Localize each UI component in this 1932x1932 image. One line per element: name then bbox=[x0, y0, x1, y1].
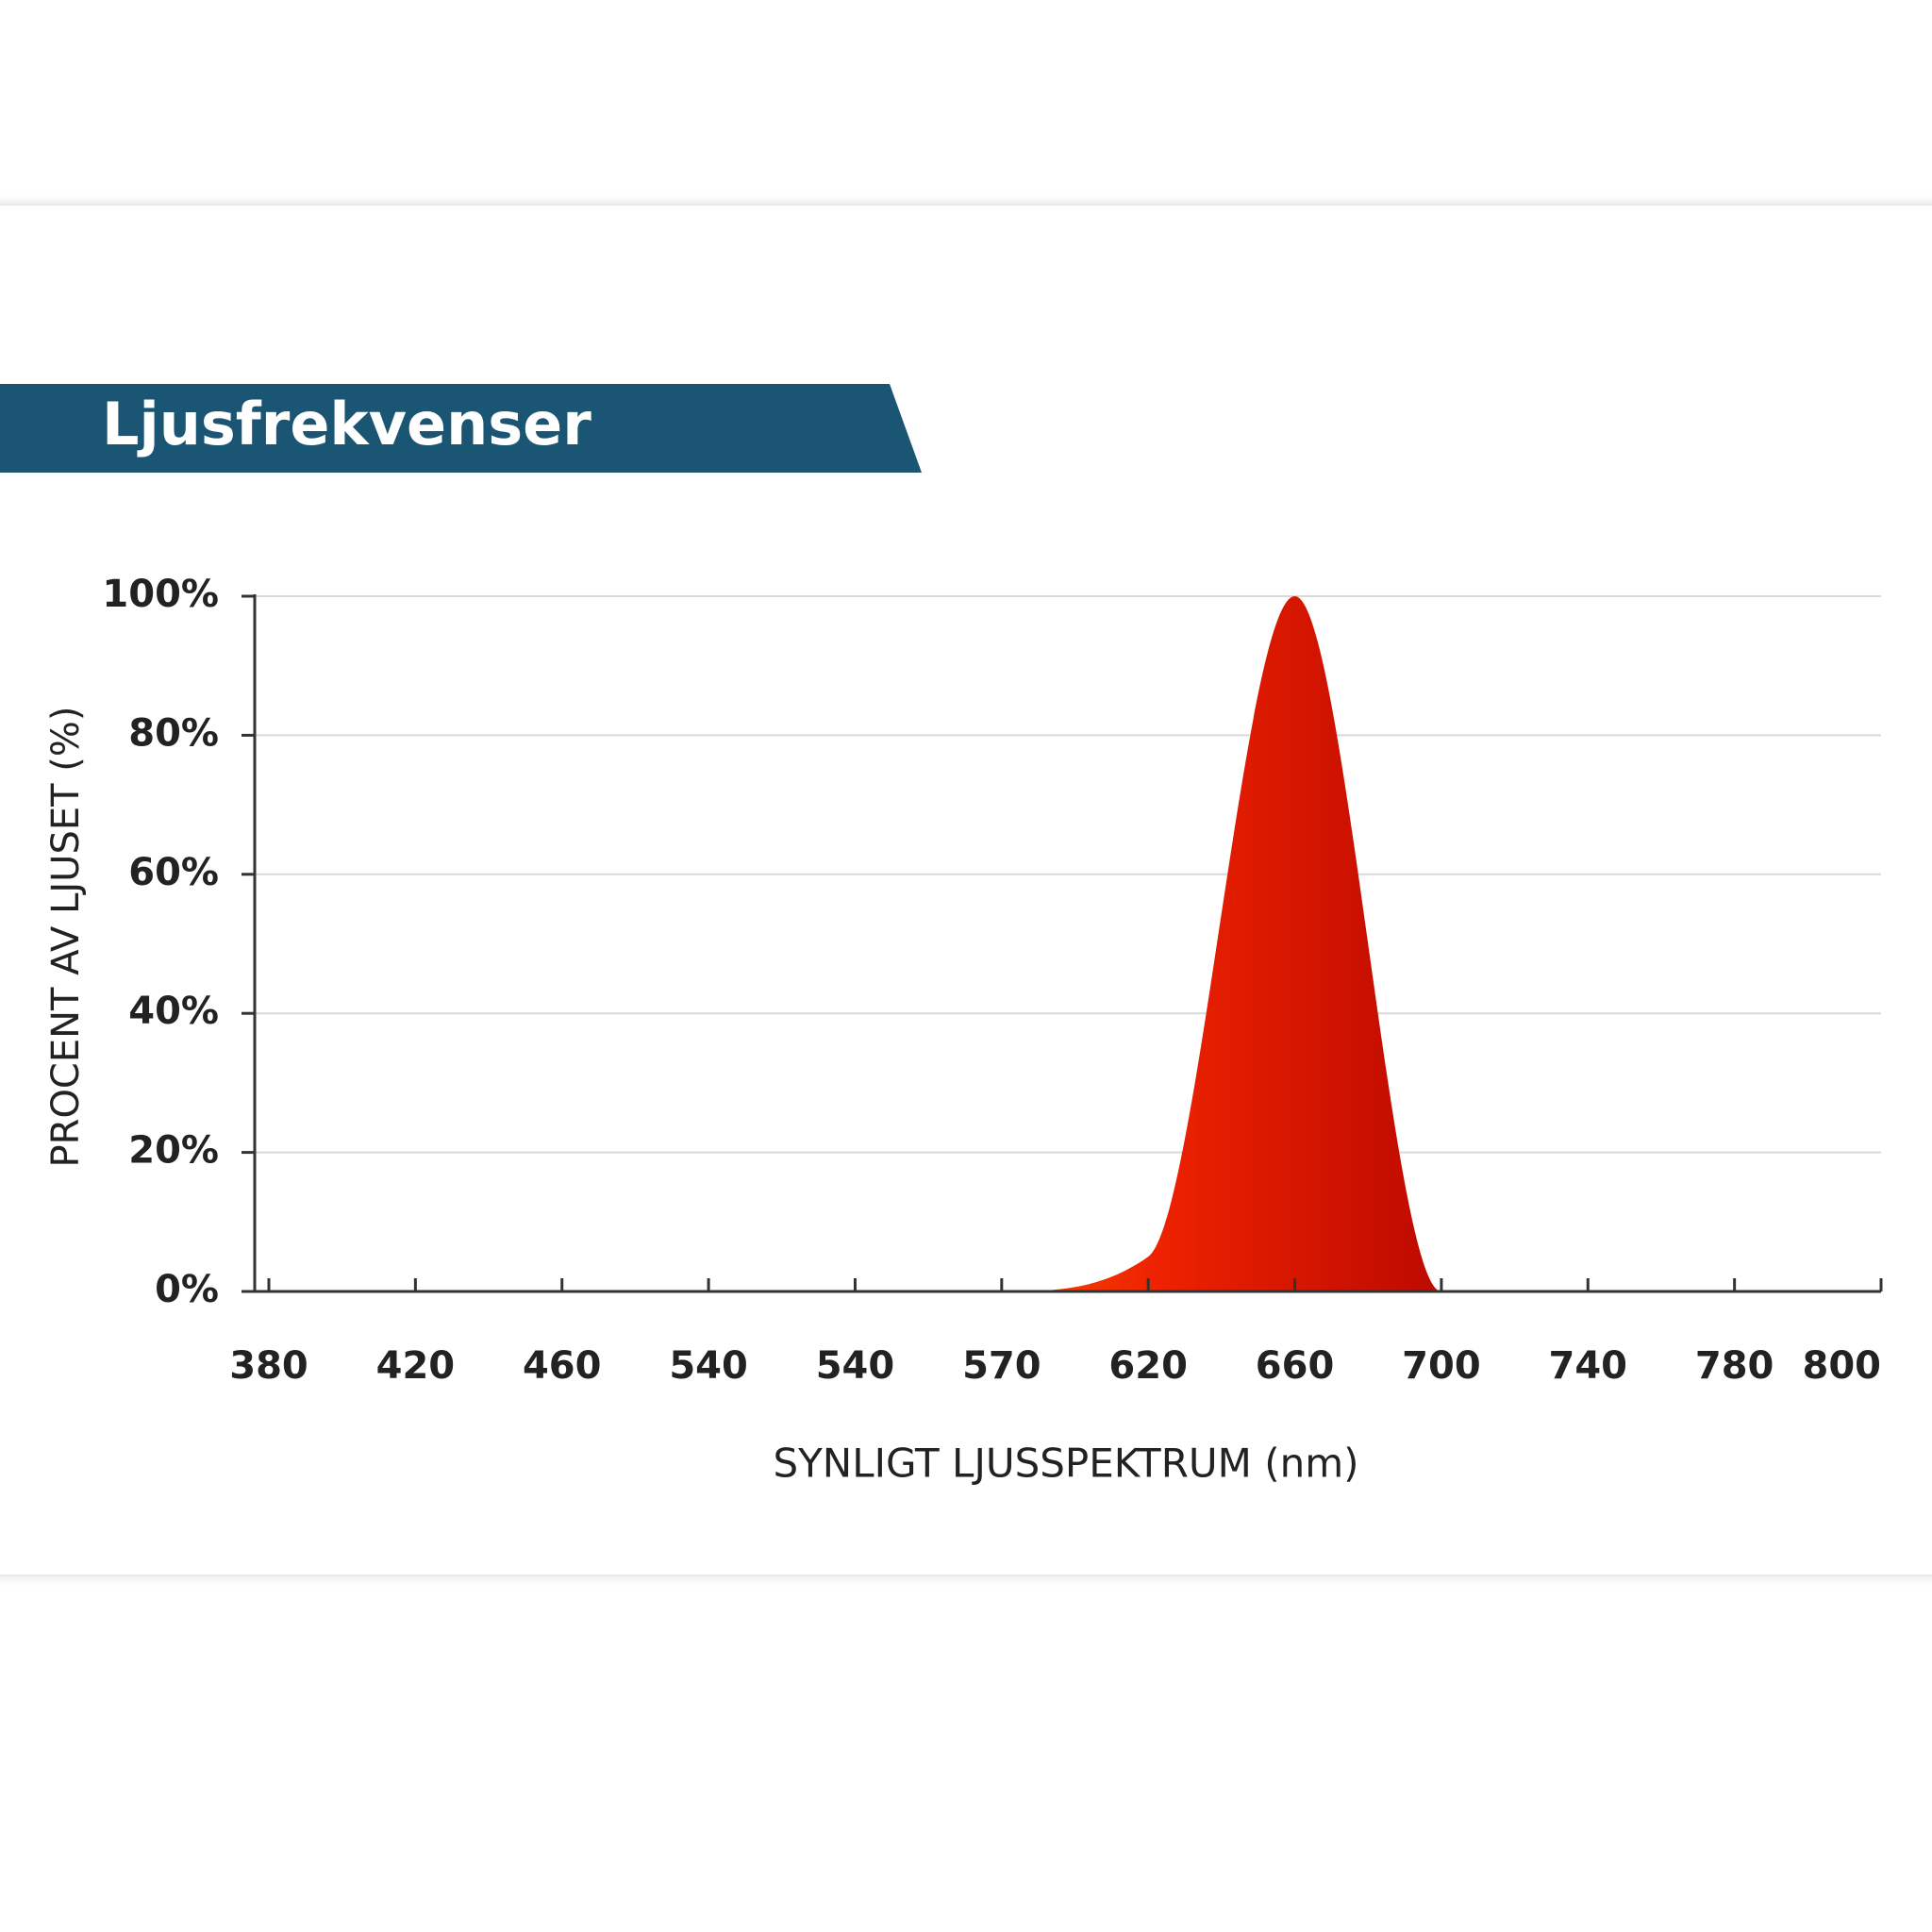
x-tick-label: 780 bbox=[1695, 1344, 1774, 1388]
x-tick-label: 420 bbox=[376, 1344, 456, 1388]
x-axis-title: SYNLIGT LJUSSPEKTRUM (nm) bbox=[773, 1441, 1358, 1487]
x-tick-label: 570 bbox=[962, 1344, 1041, 1388]
y-tick-label: 40% bbox=[128, 990, 219, 1033]
y-tick-label: 0% bbox=[155, 1268, 219, 1311]
y-tick-label: 60% bbox=[128, 851, 219, 894]
y-axis-title: PROCENT AV LJUSET (%) bbox=[44, 707, 88, 1168]
y-tick-label: 80% bbox=[128, 711, 219, 755]
x-tick-label: 460 bbox=[523, 1344, 602, 1388]
x-tick-label: 700 bbox=[1402, 1344, 1481, 1388]
x-tick-label: 540 bbox=[816, 1344, 895, 1388]
x-tick-label: 380 bbox=[229, 1344, 308, 1388]
x-tick-label: 800 bbox=[1803, 1344, 1882, 1388]
title-banner bbox=[0, 384, 922, 473]
x-tick-label: 540 bbox=[669, 1344, 748, 1388]
title: Ljusfrekvenser bbox=[102, 390, 591, 458]
y-tick-label: 100% bbox=[102, 573, 219, 616]
y-tick-label: 20% bbox=[128, 1129, 219, 1173]
x-tick-label: 660 bbox=[1256, 1344, 1335, 1388]
x-tick-label: 740 bbox=[1549, 1344, 1628, 1388]
x-tick-label: 620 bbox=[1108, 1344, 1188, 1388]
